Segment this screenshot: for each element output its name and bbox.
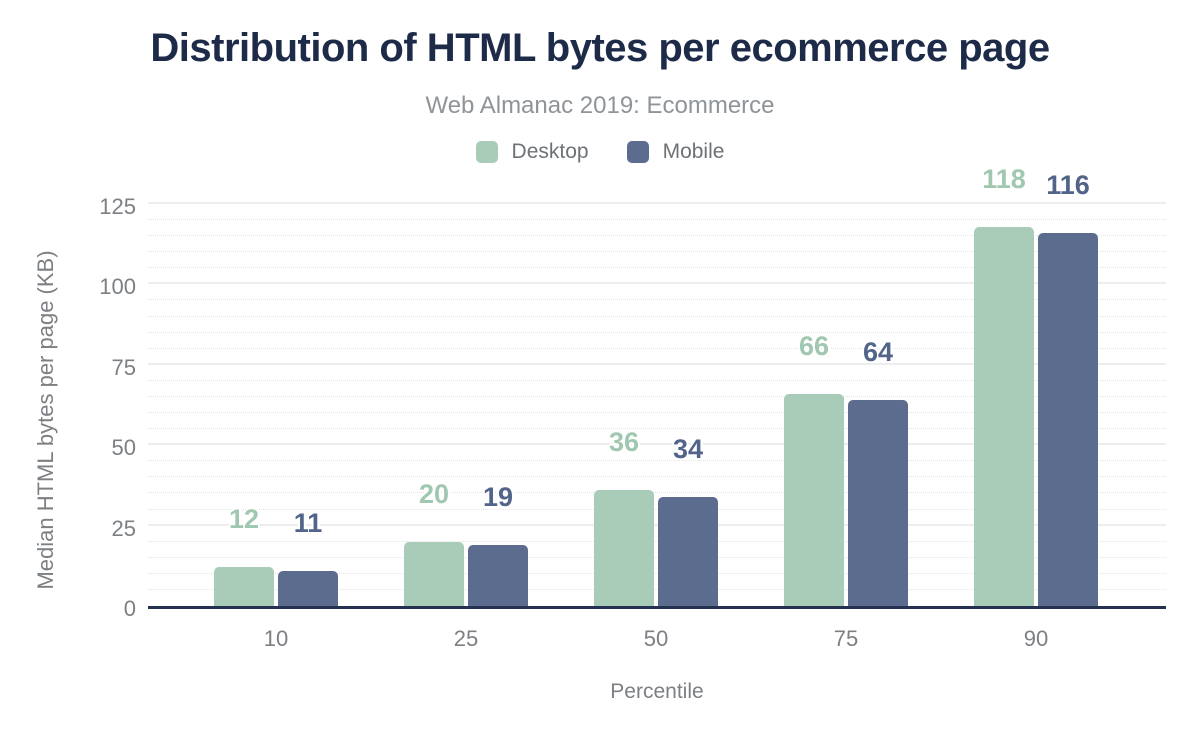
value-label-desktop-p25: 20 — [418, 478, 450, 509]
y-tick-label-0: 0 — [123, 596, 136, 621]
desktop-legend-swatch — [475, 141, 498, 163]
x-tick-label-75: 75 — [833, 626, 859, 651]
minor-gridline — [148, 379, 1166, 381]
bar-slot-mobile-p90: 116 — [1038, 170, 1098, 606]
bar-group-p50: 36 34 — [561, 207, 751, 606]
x-tick-label-25: 25 — [453, 626, 479, 651]
legend-item-mobile: Mobile — [626, 140, 725, 164]
bar-desktop-p25 — [404, 541, 464, 606]
major-gridline — [148, 362, 1166, 365]
bar-slot-mobile-p75: 64 — [848, 337, 908, 606]
major-gridline — [148, 443, 1166, 446]
minor-gridline — [148, 331, 1166, 333]
x-tick-label-10: 10 — [263, 626, 289, 651]
bar-mobile-p50 — [658, 496, 718, 606]
minor-gridline — [148, 508, 1166, 510]
bar-mobile-p75 — [848, 400, 908, 606]
value-label-mobile-p75: 64 — [862, 337, 894, 368]
major-gridline — [148, 523, 1166, 526]
bar-slot-desktop-p75: 66 — [784, 331, 844, 606]
major-gridline — [148, 282, 1166, 285]
minor-gridline — [148, 572, 1166, 574]
value-label-desktop-p10: 12 — [228, 504, 260, 535]
mobile-legend-label: Mobile — [662, 140, 725, 163]
minor-gridline — [148, 315, 1166, 317]
minor-gridline — [148, 476, 1166, 478]
bar-desktop-p90 — [974, 226, 1034, 606]
chart-title: Distribution of HTML bytes per ecommerce… — [150, 26, 1050, 70]
bar-group-p75: 66 64 — [751, 207, 941, 606]
y-tick-label-50: 50 — [111, 435, 136, 461]
minor-gridline — [148, 412, 1166, 414]
y-tick-label-25: 25 — [111, 515, 136, 541]
bar-slot-mobile-p10: 11 — [278, 508, 338, 606]
minor-gridline — [148, 235, 1166, 237]
bar-slot-desktop-p50: 36 — [594, 427, 654, 606]
x-axis-title: Percentile — [610, 680, 704, 703]
bar-slot-mobile-p25: 19 — [468, 482, 528, 606]
y-tick-label-75: 75 — [111, 354, 136, 380]
bar-mobile-p90 — [1038, 232, 1098, 606]
minor-gridline — [148, 395, 1166, 397]
mobile-legend-swatch — [626, 141, 649, 163]
value-label-desktop-p75: 66 — [798, 330, 830, 361]
x-tick-label-50: 50 — [643, 626, 669, 651]
minor-gridline — [148, 588, 1166, 590]
bar-desktop-p50 — [594, 490, 654, 606]
value-label-desktop-p90: 118 — [982, 163, 1026, 194]
y-axis-ticks: 0 25 50 75 100 125 — [0, 196, 136, 620]
legend: Desktop Mobile — [0, 140, 1200, 164]
bar-desktop-p10 — [214, 567, 274, 606]
value-label-desktop-p50: 36 — [608, 427, 640, 458]
bar-mobile-p10 — [278, 570, 338, 606]
x-axis-ticks: 10 25 50 75 90 — [148, 626, 1166, 652]
value-label-mobile-p90: 116 — [1046, 169, 1090, 200]
minor-gridline — [148, 251, 1166, 253]
minor-gridline — [148, 428, 1166, 430]
bar-slot-desktop-p10: 12 — [214, 504, 274, 606]
minor-gridline — [148, 540, 1166, 542]
value-label-mobile-p10: 11 — [293, 507, 323, 538]
plot-area: 12 11 20 19 36 34 66 64 118 116 — [148, 164, 1166, 609]
bar-group-p25: 20 19 — [371, 207, 561, 606]
bar-group-p10: 12 11 — [181, 207, 371, 606]
major-gridline — [148, 202, 1166, 204]
desktop-legend-label: Desktop — [511, 140, 589, 163]
legend-item-desktop: Desktop — [475, 140, 589, 164]
bar-mobile-p25 — [468, 544, 528, 606]
minor-gridline — [148, 267, 1166, 269]
bar-slot-desktop-p25: 20 — [404, 479, 464, 606]
value-label-mobile-p50: 34 — [672, 433, 704, 464]
minor-gridline — [148, 460, 1166, 462]
minor-gridline — [148, 347, 1166, 349]
minor-gridline — [148, 299, 1166, 301]
y-tick-label-125: 125 — [99, 194, 136, 219]
minor-gridline — [148, 556, 1166, 558]
minor-gridline — [148, 219, 1166, 221]
bar-slot-mobile-p50: 34 — [658, 434, 718, 606]
bar-slot-desktop-p90: 118 — [974, 164, 1034, 606]
x-tick-label-90: 90 — [1023, 626, 1049, 651]
y-tick-label-100: 100 — [99, 274, 136, 300]
bar-desktop-p75 — [784, 393, 844, 606]
minor-gridline — [148, 492, 1166, 494]
value-label-mobile-p25: 19 — [482, 481, 514, 512]
bar-group-p90: 118 116 — [941, 164, 1131, 606]
chart-subtitle: Web Almanac 2019: Ecommerce — [425, 92, 775, 119]
